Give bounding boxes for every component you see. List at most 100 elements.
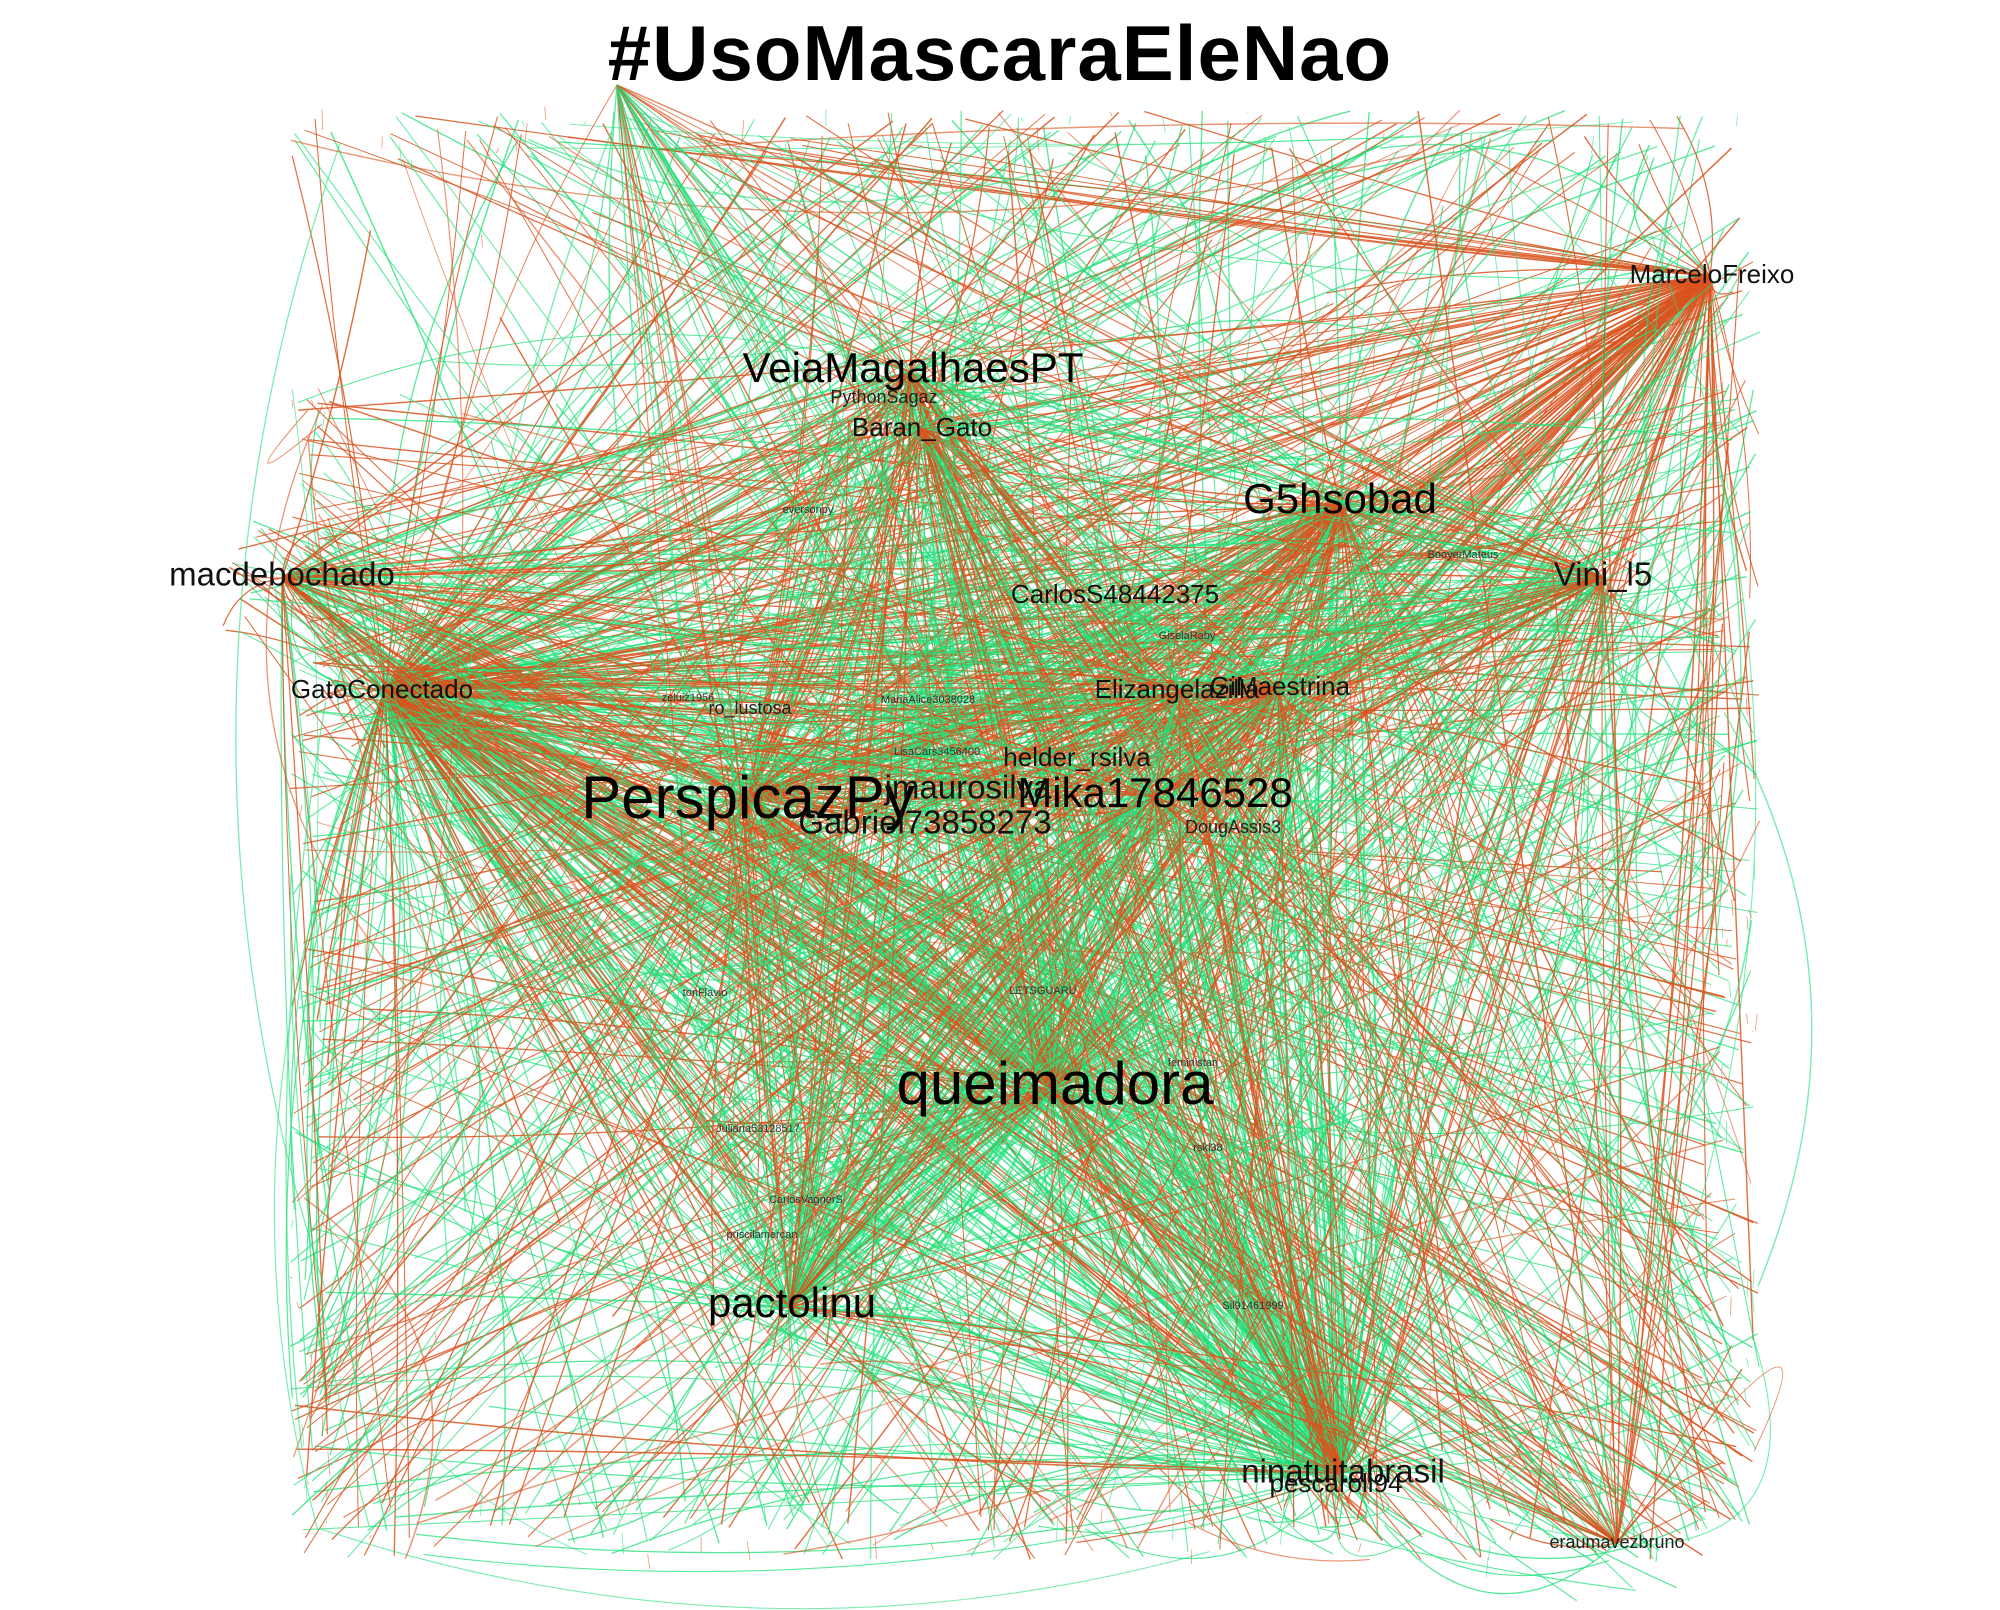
edge-1942 <box>921 428 1454 598</box>
edge-2245 <box>616 84 783 1232</box>
edge-1241 <box>401 112 1341 506</box>
edge-2077 <box>1179 690 1734 970</box>
edge-2180 <box>328 1316 588 1555</box>
edge-1079 <box>1676 116 1714 277</box>
node-label-g5hsobad: G5hsobad <box>1243 475 1437 522</box>
edge-1408 <box>281 538 796 579</box>
edge-1518 <box>260 527 791 1308</box>
edge-2147 <box>317 388 961 1515</box>
edge-1838 <box>1277 687 1703 785</box>
edge-1201 <box>347 504 1341 1558</box>
leaf-stub-36 <box>1722 382 1724 408</box>
leaf-stub-72 <box>1704 844 1707 853</box>
edge-1438 <box>751 1306 802 1507</box>
edge-2036 <box>877 137 1156 798</box>
edge-1912 <box>338 428 923 634</box>
edge-2176 <box>1635 384 1721 446</box>
leaf-stub-47 <box>301 1424 305 1447</box>
node-label-eraumavezbruno: eraumavezbruno <box>1549 1532 1684 1552</box>
leaf-stub-78 <box>1751 1031 1754 1033</box>
edge-2230 <box>616 84 1425 579</box>
edge-1822 <box>1277 446 1381 689</box>
node-label-vini_l5: Vini_l5 <box>1554 556 1652 593</box>
edge-1134 <box>802 144 1711 277</box>
edge-2087 <box>805 690 1181 1217</box>
edge-602 <box>476 133 1053 1091</box>
edge-1861 <box>325 593 1618 1544</box>
node-label-letsguaru: LETSGUARU <box>1009 985 1076 997</box>
edge-932 <box>1339 1472 1699 1560</box>
leaf-stub-11 <box>561 126 563 128</box>
edge-1083 <box>1638 144 1711 277</box>
edge-1642 <box>915 577 1604 835</box>
edge-1990 <box>491 796 1156 1163</box>
edge-2130 <box>976 689 1452 1370</box>
leaf-stub-62 <box>1021 117 1023 122</box>
edge-1334 <box>280 577 313 1449</box>
edge-770 <box>1264 1472 1343 1543</box>
edge-2188 <box>307 146 1658 819</box>
edge-2216 <box>320 1222 377 1397</box>
edge-2247 <box>616 84 1321 1493</box>
node-label-tonflavio: tonFlavio <box>683 987 728 999</box>
edge-2198 <box>943 148 1096 668</box>
leaf-stub-4 <box>328 530 333 547</box>
edge-1754 <box>755 687 1279 1501</box>
edge-2202 <box>783 1051 1721 1555</box>
edge-1174 <box>994 275 1711 1511</box>
edge-2101 <box>869 139 1012 1559</box>
edge-1453 <box>789 599 1744 1308</box>
edge-1900 <box>921 428 1624 1535</box>
edge-1730 <box>909 339 930 373</box>
edge-2140 <box>1143 974 1583 1534</box>
edge-1962 <box>921 428 1584 564</box>
edge-1371 <box>281 459 803 579</box>
edge-2114 <box>300 686 1711 762</box>
edge-1835 <box>716 687 1279 1163</box>
edge-1433 <box>789 1234 1243 1308</box>
edge-1466 <box>330 131 791 1308</box>
edge-2224 <box>616 84 693 974</box>
edge-1367 <box>281 124 984 579</box>
edge-1677 <box>909 371 1297 1517</box>
edge-1515 <box>789 404 971 1308</box>
edge-1478 <box>789 1306 899 1514</box>
edge-1806 <box>918 376 1279 689</box>
edge-1578 <box>1602 577 1760 1368</box>
edge-978 <box>781 685 1341 1474</box>
edge-2038 <box>766 796 1156 1179</box>
leaf-stub-139 <box>754 363 756 374</box>
leaf-stub-75 <box>291 603 293 618</box>
leaf-stub-12 <box>1109 111 1113 117</box>
leaf-stub-39 <box>1751 1287 1755 1313</box>
node-label-mariaalice: MariaAlice3038028 <box>881 694 975 706</box>
edge-513 <box>747 123 907 799</box>
node-label-booyermateus: BooyerMateus <box>1428 549 1499 561</box>
edge-264 <box>239 598 386 692</box>
edge-2243 <box>407 84 618 659</box>
edge-1917 <box>921 428 1163 663</box>
leaf-stub-156 <box>1264 137 1268 151</box>
edge-1794 <box>837 140 1279 689</box>
edge-1149 <box>298 275 1711 411</box>
edge-2164 <box>872 650 1722 1546</box>
edge-903 <box>1339 389 1754 1474</box>
node-label-queimadora: queimadora <box>897 1050 1215 1117</box>
edge-2153 <box>291 538 1003 1518</box>
edge-2163 <box>872 505 1745 1151</box>
leaf-stub-117 <box>647 1553 651 1570</box>
edge-2112 <box>316 118 652 653</box>
edge-1553 <box>1199 577 1604 1299</box>
edge-2106 <box>285 701 327 1449</box>
edge-2144 <box>1609 1295 1727 1527</box>
edge-2206 <box>1470 1087 1663 1508</box>
node-label-lisacars3456400: LisaCars3456400 <box>894 746 980 758</box>
edge-2123 <box>1485 1192 1712 1504</box>
edge-1403 <box>281 120 894 579</box>
edge-1978 <box>1154 519 1388 798</box>
edge-2083 <box>700 690 1181 748</box>
edge-1969 <box>921 428 1024 529</box>
edge-1519 <box>291 734 791 1308</box>
edge-341 <box>384 560 780 692</box>
leaf-stub-85 <box>1006 522 1009 525</box>
